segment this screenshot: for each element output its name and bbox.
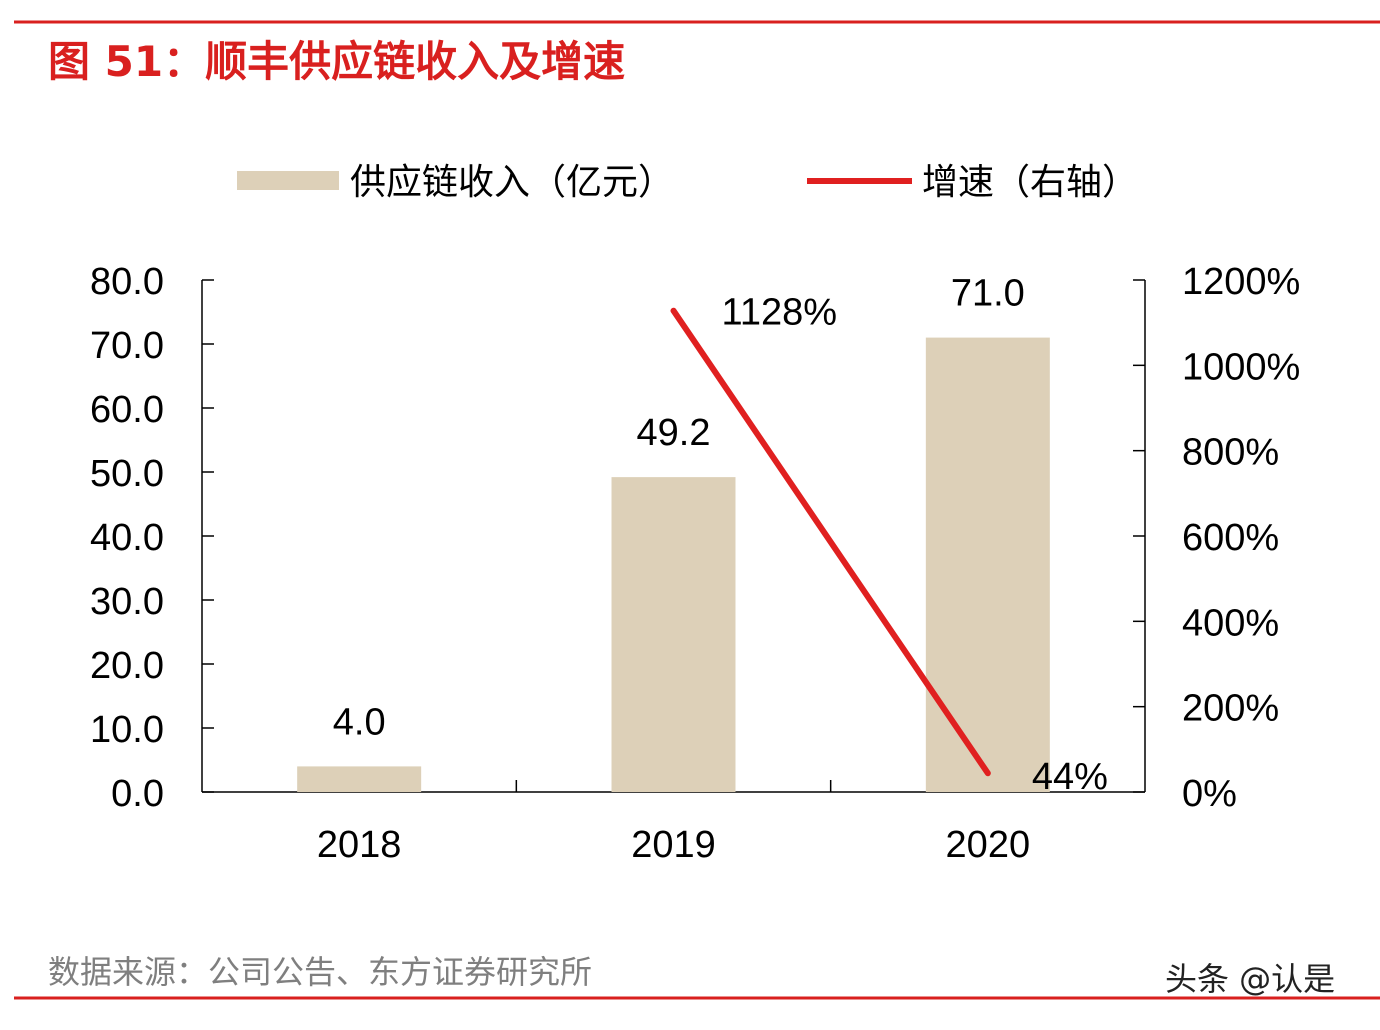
bar — [925, 337, 1050, 792]
legend-swatch-bar — [237, 171, 339, 190]
growth-line: 1128% 44% — [670, 292, 1108, 798]
y-tick-label: 40.0 — [90, 517, 164, 559]
line-data-label: 44% — [1032, 756, 1108, 798]
bar-data-label: 49.2 — [637, 412, 711, 454]
y2-tick-label: 200% — [1182, 688, 1279, 730]
axes: 0.0 10.0 20.0 30.0 40.0 50.0 60.0 70.0 80.0 0% 200… — [90, 261, 1300, 866]
watermark: 头条 @认是 — [1165, 960, 1335, 998]
x-tick-label: 2020 — [946, 824, 1031, 866]
bars: 4.0 49.2 71.0 — [297, 273, 1050, 792]
y2-tick-label: 0% — [1182, 773, 1237, 815]
bar-data-label: 4.0 — [333, 701, 386, 743]
y2-tick-label: 1200% — [1182, 261, 1300, 303]
bar — [611, 477, 736, 792]
y-tick-label: 70.0 — [90, 325, 164, 367]
y-tick-label: 0.0 — [111, 773, 164, 815]
legend-label-line: 增速（右轴） — [922, 162, 1138, 203]
bar-data-label: 71.0 — [951, 273, 1025, 315]
y-tick-label: 50.0 — [90, 453, 164, 495]
y-tick-label: 60.0 — [90, 389, 164, 431]
source-note: 数据来源：公司公告、东方证券研究所 — [48, 953, 592, 991]
y-tick-label: 10.0 — [90, 709, 164, 751]
x-tick-label: 2018 — [317, 824, 402, 866]
y2-tick-label: 400% — [1182, 602, 1279, 644]
chart-title: 图 51：顺丰供应链收入及增速 — [48, 37, 625, 86]
x-tick-label: 2019 — [631, 824, 716, 866]
y2-tick-label: 1000% — [1182, 346, 1300, 388]
legend: 供应链收入（亿元） 增速（右轴） — [237, 162, 1138, 203]
y2-tick-label: 800% — [1182, 432, 1279, 474]
line-data-label: 1128% — [722, 292, 838, 334]
y-tick-label: 20.0 — [90, 645, 164, 687]
legend-label-bar: 供应链收入（亿元） — [350, 162, 674, 203]
y2-tick-label: 600% — [1182, 517, 1279, 559]
y-tick-label: 80.0 — [90, 261, 164, 303]
growth-line-path — [670, 307, 991, 777]
bar — [297, 766, 422, 792]
y-tick-label: 30.0 — [90, 581, 164, 623]
